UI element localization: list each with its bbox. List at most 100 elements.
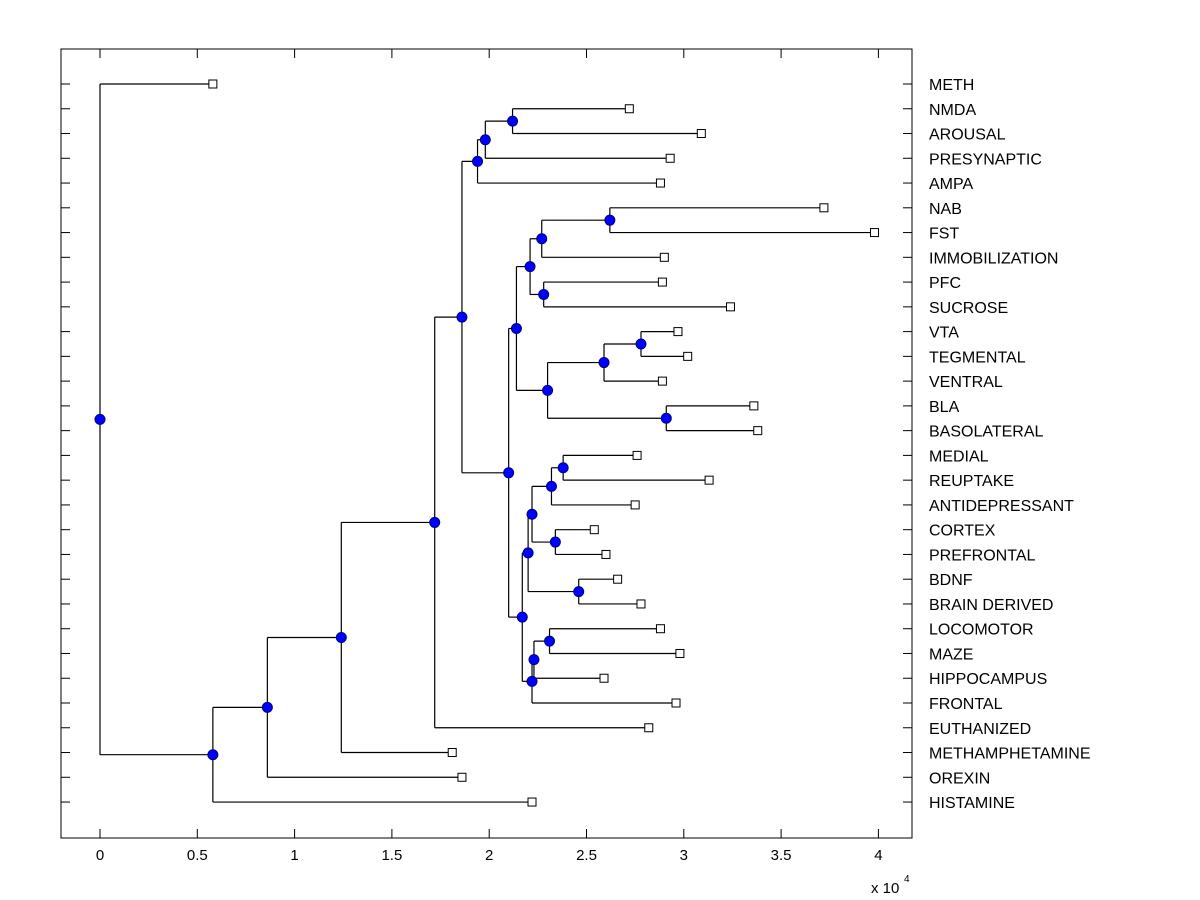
cluster-node: [507, 115, 519, 127]
x-tick-labels: 0 0.5 1 1.5 2 2.5 3 3.5 4: [96, 847, 883, 864]
leaf-marker: [657, 277, 667, 287]
cluster-node: [524, 261, 536, 273]
leaf-label: BLA: [929, 399, 960, 416]
leaf-marker: [527, 797, 537, 807]
cluster-node: [526, 675, 538, 687]
cluster-node: [604, 214, 616, 226]
x-tick-label: 2: [485, 847, 493, 864]
cluster-node: [522, 547, 534, 559]
leaf-label: IMMOBILIZATION: [929, 250, 1058, 267]
leaf-label: EUTHANIZED: [929, 721, 1031, 738]
leaf-label: METHAMPHETAMINE: [929, 746, 1090, 763]
leaf-marker: [599, 673, 609, 683]
leaf-label: REUPTAKE: [929, 473, 1014, 490]
leaf-label: HISTAMINE: [929, 795, 1015, 812]
x-tick-label: 1: [290, 847, 298, 864]
leaf-label: SUCROSE: [929, 300, 1008, 317]
leaf-marker: [704, 475, 714, 485]
cluster-node: [573, 586, 585, 598]
leaf-label: OREXIN: [929, 770, 990, 787]
leaf-label: AMPA: [929, 176, 973, 193]
leaf-labels: METH NMDA AROUSAL PRESYNAPTIC AMPA NAB FST IMMO…: [929, 77, 1090, 812]
cluster-node: [207, 749, 219, 761]
leaf-label: ANTIDEPRESSANT: [929, 498, 1074, 515]
leaf-marker: [208, 79, 218, 89]
leaf-marker: [675, 648, 685, 658]
leaf-label: VTA: [929, 325, 959, 342]
leaf-marker: [447, 748, 457, 758]
x-multiplier: x 10: [871, 880, 899, 897]
cluster-node: [598, 357, 610, 369]
x-tick-label: 0.5: [187, 847, 208, 864]
leaf-marker: [665, 153, 675, 163]
node-markers: [94, 115, 672, 761]
plot-frame: [60, 48, 913, 839]
cluster-node: [549, 536, 561, 548]
cluster-node: [510, 323, 522, 335]
leaf-marker: [726, 302, 736, 312]
cluster-node: [544, 635, 556, 647]
cluster-node: [545, 480, 557, 492]
leaf-marker: [683, 351, 693, 361]
leaf-marker: [636, 599, 646, 609]
leaf-label: LOCOMOTOR: [929, 622, 1034, 639]
x-tick-label: 1.5: [381, 847, 402, 864]
x-tick-label: 0: [96, 847, 104, 864]
leaf-marker: [749, 401, 759, 411]
leaf-label: MEDIAL: [929, 448, 989, 465]
leaf-marker: [589, 525, 599, 535]
cluster-node: [429, 516, 441, 528]
leaf-label: BASOLATERAL: [929, 424, 1044, 441]
leaf-marker: [673, 327, 683, 337]
cluster-node: [538, 288, 550, 300]
leaf-marker: [753, 426, 763, 436]
leaf-label: NMDA: [929, 102, 976, 119]
x-multiplier-exponent: 4: [904, 874, 910, 885]
cluster-node: [536, 233, 548, 245]
leaf-label: NAB: [929, 201, 962, 218]
cluster-node: [635, 338, 647, 350]
leaf-marker: [671, 698, 681, 708]
leaf-marker: [632, 450, 642, 460]
leaf-label: METH: [929, 77, 974, 94]
cluster-node: [542, 384, 554, 396]
leaf-label: PRESYNAPTIC: [929, 151, 1042, 168]
leaf-label: BDNF: [929, 572, 973, 589]
x-tick-label: 2.5: [576, 847, 597, 864]
leaf-marker: [655, 624, 665, 634]
cluster-node: [94, 413, 106, 425]
x-tick-label: 3: [680, 847, 688, 864]
leaf-marker: [457, 772, 467, 782]
cluster-node: [660, 412, 672, 424]
cluster-node: [503, 467, 515, 479]
leaf-marker: [696, 129, 706, 139]
leaf-marker: [644, 723, 654, 733]
cluster-node: [526, 508, 538, 520]
leaf-label: FST: [929, 226, 959, 243]
cluster-node: [261, 701, 273, 713]
leaf-marker: [819, 203, 829, 213]
leaf-label: VENTRAL: [929, 374, 1003, 391]
cluster-node: [456, 311, 468, 323]
leaf-label: CORTEX: [929, 523, 996, 540]
leaf-marker: [613, 574, 623, 584]
cluster-node: [557, 462, 569, 474]
cluster-node: [472, 155, 484, 167]
dendrogram-links: [99, 83, 875, 803]
leaf-label: PREFRONTAL: [929, 547, 1035, 564]
axis-ticks: [61, 49, 912, 838]
leaf-marker: [659, 252, 669, 262]
cluster-node: [479, 134, 491, 146]
leaf-label: TEGMENTAL: [929, 349, 1026, 366]
cluster-node: [516, 611, 528, 623]
leaf-label: PFC: [929, 275, 961, 292]
leaf-label: AROUSAL: [929, 127, 1006, 144]
leaf-marker: [624, 104, 634, 114]
leaf-marker: [601, 549, 611, 559]
leaf-marker: [655, 178, 665, 188]
leaf-marker: [870, 228, 880, 238]
leaf-label: FRONTAL: [929, 696, 1003, 713]
x-tick-label: 4: [874, 847, 882, 864]
leaf-marker: [657, 376, 667, 386]
